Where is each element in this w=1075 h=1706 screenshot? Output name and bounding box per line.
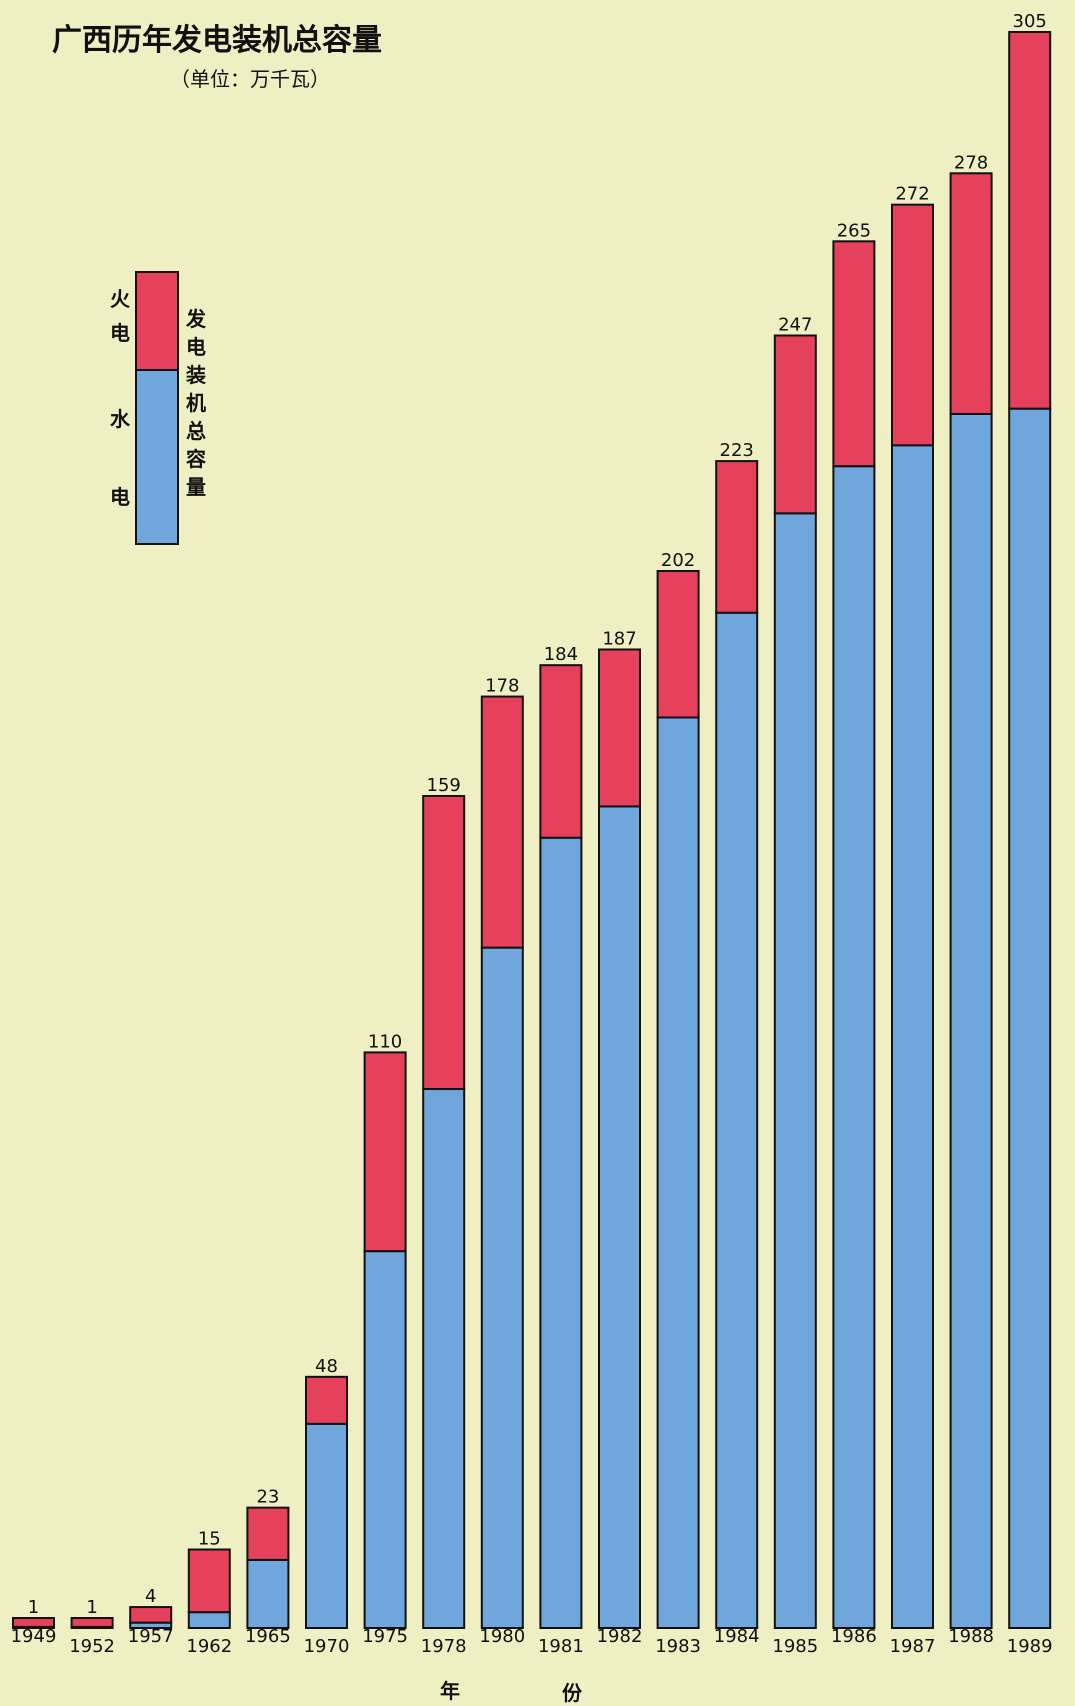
labels-layer: 1 1 4 15 23 48 110 159 178 184 187 202 223 247 265 272 2…: [28, 11, 1047, 1618]
x-tick-labels: 1949 1952 1957 1962 1965 1970 1975 1978 1980 1981…: [11, 1626, 1053, 1657]
data-label-1986: 265: [837, 220, 871, 241]
bar-hydro-1980: [480, 946, 524, 1629]
data-label-1983: 202: [661, 550, 695, 571]
bar-thermal-1965: [246, 1506, 290, 1561]
bar-hydro-1988: [949, 412, 993, 1630]
legend-caption-char: 电: [186, 335, 206, 359]
bar-hydro-1981: [539, 836, 583, 1629]
bar-hydro-1987: [891, 444, 934, 1630]
bar-thermal-1970: [305, 1375, 348, 1425]
data-label-1949: 1: [28, 1597, 39, 1618]
x-tick-1988: 1988: [948, 1626, 994, 1647]
legend-caption-char: 量: [186, 475, 206, 499]
x-tick-1982: 1982: [597, 1626, 643, 1647]
legend-caption: 发电装机总容量: [185, 307, 207, 499]
bar-thermal-1984: [715, 460, 759, 614]
legend-caption-char: 机: [186, 391, 206, 415]
data-label-1981: 184: [544, 644, 578, 665]
x-tick-1962: 1962: [186, 1636, 232, 1657]
bar-thermal-1983: [656, 569, 700, 719]
bar-hydro-1970: [305, 1422, 348, 1629]
legend-item-1-char: 水: [110, 407, 131, 431]
x-tick-1978: 1978: [421, 1636, 467, 1657]
bar-hydro-1957: [129, 1621, 173, 1629]
bar-hydro-1962: [187, 1611, 231, 1629]
bar-hydro-1989: [1008, 407, 1052, 1630]
legend-swatch-hydro: [135, 369, 179, 545]
data-label-1980: 178: [485, 676, 519, 697]
legend-caption-char: 发: [185, 307, 207, 331]
data-label-1965: 23: [256, 1487, 279, 1508]
bar-hydro-1984: [715, 611, 759, 1629]
x-tick-1970: 1970: [304, 1636, 350, 1657]
bars-layer: [12, 31, 1052, 1630]
legend-caption-char: 总: [186, 419, 206, 443]
bar-hydro-1965: [246, 1558, 290, 1629]
bar-thermal-1981: [539, 664, 583, 839]
legend-item-0-char: 电: [110, 321, 130, 345]
data-label-1987: 272: [895, 184, 929, 205]
x-tick-1980: 1980: [479, 1626, 525, 1647]
data-label-1952: 1: [86, 1597, 97, 1618]
bar-hydro-1982: [598, 805, 641, 1629]
legend-item-1-char: 电: [110, 485, 130, 509]
bar-thermal-1985: [773, 334, 817, 515]
x-tick-1965: 1965: [245, 1626, 291, 1647]
x-tick-1986: 1986: [831, 1626, 877, 1647]
legend-label-hydro: 水电: [110, 407, 131, 509]
legend-swatch-thermal: [135, 271, 179, 371]
bar-thermal-1952: [70, 1617, 114, 1628]
data-label-1978: 159: [427, 775, 461, 796]
data-label-1984: 223: [720, 440, 754, 461]
x-tick-1989: 1989: [1007, 1636, 1053, 1657]
x-axis-label-fen: 份: [562, 1681, 583, 1705]
data-label-1988: 278: [954, 152, 988, 173]
bar-hydro-1975: [363, 1250, 407, 1630]
bar-hydro-1978: [422, 1088, 466, 1629]
bar-thermal-1957: [129, 1606, 173, 1624]
x-tick-1983: 1983: [655, 1636, 701, 1657]
x-tick-1984: 1984: [714, 1626, 760, 1647]
data-label-1962: 15: [198, 1529, 221, 1550]
x-tick-1985: 1985: [772, 1636, 818, 1657]
data-label-1970: 48: [315, 1356, 338, 1377]
data-label-1975: 110: [368, 1031, 402, 1052]
data-label-1989: 305: [1013, 11, 1047, 32]
legend-label-thermal: 火电: [110, 287, 131, 345]
bar-hydro-1952: [70, 1625, 114, 1630]
x-tick-1957: 1957: [128, 1626, 174, 1647]
x-tick-1975: 1975: [362, 1626, 408, 1647]
x-tick-1952: 1952: [69, 1636, 115, 1657]
chart-subtitle: （单位：万千瓦）: [170, 67, 330, 91]
bar-hydro-1949: [12, 1625, 55, 1630]
chart-title: 广西历年发电装机总容量: [52, 23, 382, 58]
legend: 火电 水电 发电装机总容量: [110, 271, 207, 545]
bar-hydro-1983: [656, 716, 700, 1629]
bar-thermal-1980: [480, 695, 524, 949]
legend-caption-char: 装: [185, 363, 206, 387]
bar-thermal-1988: [949, 172, 993, 415]
legend-item-0-char: 火: [110, 287, 131, 311]
x-tick-1949: 1949: [11, 1626, 57, 1647]
bar-hydro-1986: [832, 465, 876, 1630]
x-tick-1987: 1987: [890, 1636, 936, 1657]
bar-thermal-1987: [891, 203, 934, 447]
data-label-1957: 4: [145, 1586, 156, 1607]
bar-thermal-1962: [187, 1548, 231, 1614]
data-label-1985: 247: [778, 315, 812, 336]
x-tick-1981: 1981: [538, 1636, 584, 1657]
data-label-1982: 187: [602, 628, 636, 649]
bar-thermal-1975: [363, 1051, 407, 1253]
x-axis-label-year: 年: [440, 1679, 460, 1703]
bar-hydro-1985: [773, 512, 817, 1629]
bar-thermal-1982: [598, 648, 641, 808]
legend-caption-char: 容: [186, 447, 206, 471]
bar-thermal-1978: [422, 794, 466, 1091]
bar-thermal-1986: [832, 240, 876, 468]
bar-thermal-1989: [1008, 31, 1052, 410]
